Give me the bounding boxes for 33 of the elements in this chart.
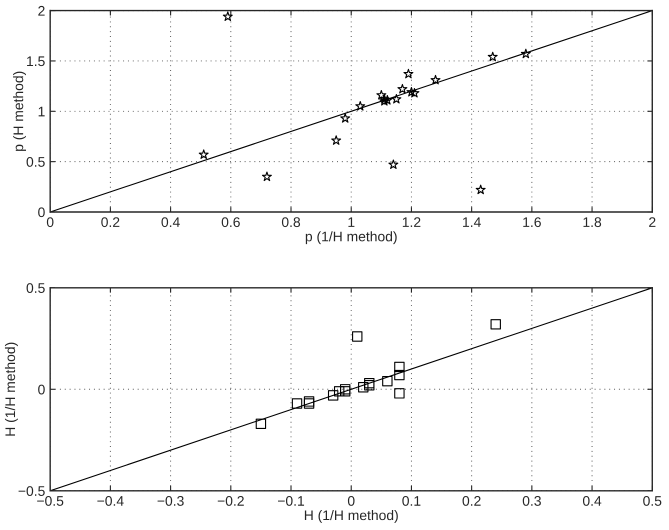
- x-tick-label: 1.6: [523, 217, 541, 228]
- x-tick-label: 2: [649, 217, 656, 227]
- y-tick-label: 0: [38, 207, 45, 218]
- x-tick-label: 1.4: [463, 217, 481, 227]
- x-tick-label: 1.2: [402, 217, 420, 227]
- x-tick-label: 0.6: [222, 217, 240, 228]
- y-tick-label: 0: [38, 384, 45, 394]
- x-tick-label: 0.2: [462, 496, 481, 506]
- x-tick-label: 0.4: [161, 217, 180, 228]
- x-axis-title: H (1/H method): [304, 510, 398, 523]
- y-tick-label: 0.5: [26, 283, 45, 293]
- y-tick-label: 2: [38, 6, 45, 16]
- y-tick-label: 1.5: [27, 56, 45, 66]
- x-tick-label: 1.8: [583, 217, 602, 228]
- x-tick-label: 0.8: [282, 217, 300, 228]
- x-tick-label: −0.4: [97, 496, 124, 506]
- x-tick-label: 0.2: [101, 217, 120, 228]
- x-tick-label: 1: [348, 217, 354, 227]
- x-tick-label: −0.2: [218, 496, 244, 506]
- x-tick-label: 0.5: [643, 496, 662, 506]
- y-tick-label: −0.5: [18, 486, 45, 496]
- x-tick-label: −0.3: [158, 496, 184, 506]
- y-tick-label: 0.5: [26, 156, 45, 167]
- x-tick-label: 0.4: [582, 496, 602, 506]
- x-tick-label: 0.3: [522, 496, 541, 506]
- x-tick-label: 0: [46, 217, 54, 228]
- x-tick-label: 0.1: [402, 496, 420, 506]
- x-tick-label: −0.1: [278, 496, 304, 506]
- x-axis-title: p (1/H method): [306, 231, 397, 244]
- y-axis-title: p (H method): [13, 72, 26, 151]
- y-tick-label: 1: [38, 106, 45, 116]
- y-axis-title: H (1/H method): [4, 342, 18, 436]
- x-tick-label: 0: [348, 496, 355, 506]
